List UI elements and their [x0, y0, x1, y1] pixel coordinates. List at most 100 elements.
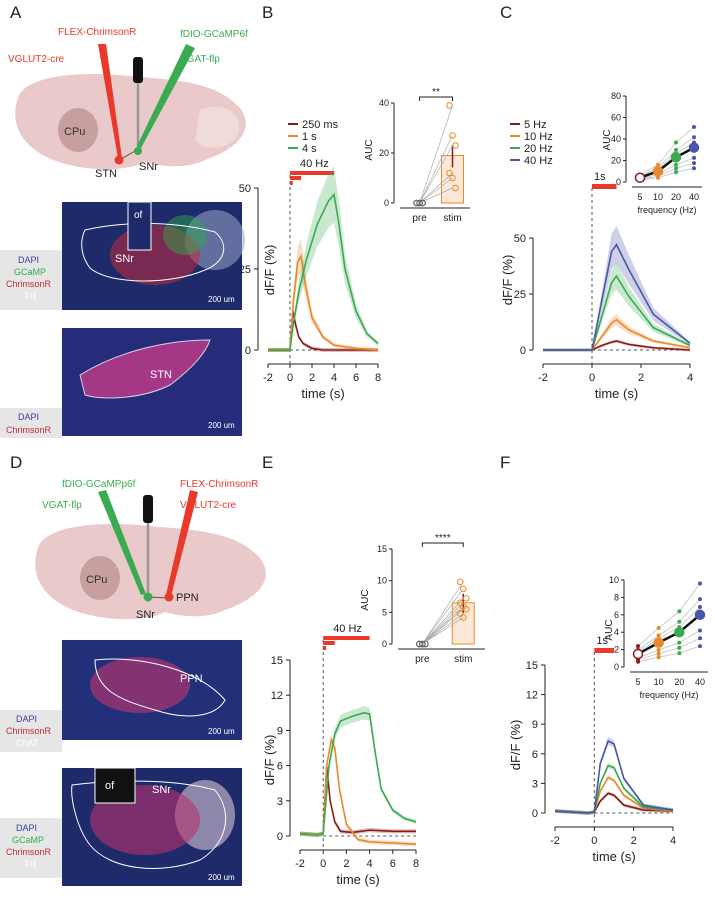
inset-animal-point — [656, 633, 661, 638]
histology-region-label: SNr — [152, 784, 171, 796]
vector-label-chrimson: FLEX-ChrimsonR — [180, 479, 258, 490]
histology-region-label: PPN — [180, 673, 203, 685]
inset-pair-line — [419, 187, 453, 204]
stim-bar — [323, 646, 327, 650]
chrimson-signal — [90, 657, 190, 713]
inset-y-tick-label: 0 — [384, 198, 389, 208]
inset-mean-point — [652, 166, 664, 177]
panel-a-histology-snr: of SNr 200 um DAPI GCaMP ChrimsonR TH — [0, 201, 245, 310]
legend-th: TH — [24, 859, 36, 869]
inset-animal-point — [677, 619, 682, 624]
y-tick-label: 3 — [277, 796, 283, 808]
y-axis-label: dF/F (%) — [508, 720, 523, 771]
inset-x-tick-label: 40 — [689, 192, 699, 202]
series-line-40-Hz — [543, 243, 691, 351]
inset-y-tick-label: 0 — [382, 639, 387, 649]
inset-x-tick-label: 40 — [695, 677, 705, 687]
inset-point-pre — [416, 199, 423, 207]
scale-bar-label: 200 um — [208, 873, 235, 882]
x-tick-label: 4 — [331, 372, 337, 384]
inset-animal-point — [674, 162, 678, 167]
inset-animal-line — [637, 645, 701, 663]
inset-y-label: AUC — [360, 589, 371, 610]
striatum-label: CPu — [86, 574, 107, 586]
series-line-40-Hz — [554, 739, 674, 814]
x-tick-label: -2 — [550, 835, 560, 847]
panel-label-a: A — [10, 3, 22, 22]
y-axis-label: dF/F (%) — [262, 245, 277, 296]
series-line-250-ms — [299, 765, 416, 836]
inset-x-tick-label: pre — [412, 213, 427, 224]
stn-outline — [79, 339, 211, 399]
x-tick-label: 0 — [287, 372, 293, 384]
vector-label-gcamp: fDIO-GCaMP6f — [180, 29, 248, 40]
y-tick-label: 9 — [532, 719, 538, 731]
y-tick-label: 0 — [277, 831, 283, 843]
error-band-40-Hz — [555, 737, 673, 815]
legend-label: 10 Hz — [524, 131, 553, 143]
inset-x-tick-label: 20 — [674, 677, 684, 687]
y-tick-label: 15 — [271, 655, 283, 667]
legend-label: 20 Hz — [524, 143, 553, 155]
histology-region-label: STN — [150, 369, 172, 381]
legend-chrimson: ChrimsonR — [6, 847, 52, 857]
stim-bar — [594, 648, 614, 653]
inset-point-stim — [459, 585, 467, 593]
inset-animal-line — [639, 126, 695, 176]
panel-d-histology-snr: of SNr 200 um DAPI GCaMP ChrimsonR TH — [0, 767, 242, 886]
panel-d-schematic: fDIO-GCaMPp6f VGAT-flp FLEX-ChrimsonR VG… — [35, 479, 266, 621]
legend-dapi: DAPI — [16, 823, 37, 833]
inset-animal-point — [698, 636, 702, 641]
y-tick-label: 15 — [526, 660, 538, 672]
snr-outline — [71, 780, 227, 869]
inset-mean-line — [637, 613, 701, 656]
inset-y-tick-label: 5 — [382, 607, 387, 617]
panel-label-c: C — [500, 3, 512, 22]
snr-label: SNr — [139, 161, 158, 173]
injection-pipette-green — [98, 490, 146, 595]
significance-bracket — [419, 96, 453, 101]
inset-pair-line — [422, 588, 464, 645]
panel-label-b: B — [262, 3, 273, 22]
inset-animal-point — [692, 155, 696, 160]
channel-legend-box — [0, 818, 62, 878]
stim-label: 40 Hz — [300, 158, 329, 170]
inset-y-tick-label: 40 — [379, 98, 389, 108]
inset-pair-line — [422, 608, 464, 645]
inset-point-stim — [462, 595, 470, 602]
inset-animal-point — [677, 651, 682, 656]
inset-animal-point — [674, 147, 678, 152]
inset-mean-point — [694, 609, 706, 621]
inset-point-stim — [456, 578, 464, 586]
series-line-4-s — [268, 192, 379, 351]
inset-animal-point — [692, 161, 696, 166]
y-tick-label: 25 — [239, 264, 251, 276]
scale-bar-label: 200 um — [208, 421, 235, 430]
inset-animal-point — [698, 581, 702, 586]
inset-mean-point — [634, 172, 646, 183]
significance-label: **** — [435, 533, 451, 544]
legend-chrimson: ChrimsonR — [6, 726, 52, 736]
inset-pair-line — [422, 613, 464, 645]
x-tick-label: 2 — [638, 372, 644, 384]
inset-point-pre — [419, 640, 426, 648]
inset-pair-line — [419, 145, 453, 204]
gcamp-signal — [163, 215, 207, 255]
series-line-250-ms — [268, 310, 378, 351]
y-tick-label: 6 — [277, 761, 283, 773]
error-band-20-Hz — [543, 262, 690, 352]
fiber-track — [94, 767, 136, 804]
legend-chrimson: ChrimsonR — [6, 425, 52, 435]
panel-label-f: F — [500, 453, 510, 472]
y-tick-label: 0 — [520, 345, 526, 357]
x-tick-label: 4 — [367, 858, 373, 870]
snr-label: SNr — [136, 609, 155, 621]
x-axis-label: time (s) — [336, 872, 379, 887]
y-axis-label: dF/F (%) — [262, 735, 277, 786]
inset-pair-line — [422, 602, 464, 645]
legend-label: 40 Hz — [524, 155, 553, 167]
legend-label: 1 s — [302, 131, 317, 143]
inset-mean-point — [632, 648, 644, 660]
optical-fiber-body — [143, 495, 153, 523]
